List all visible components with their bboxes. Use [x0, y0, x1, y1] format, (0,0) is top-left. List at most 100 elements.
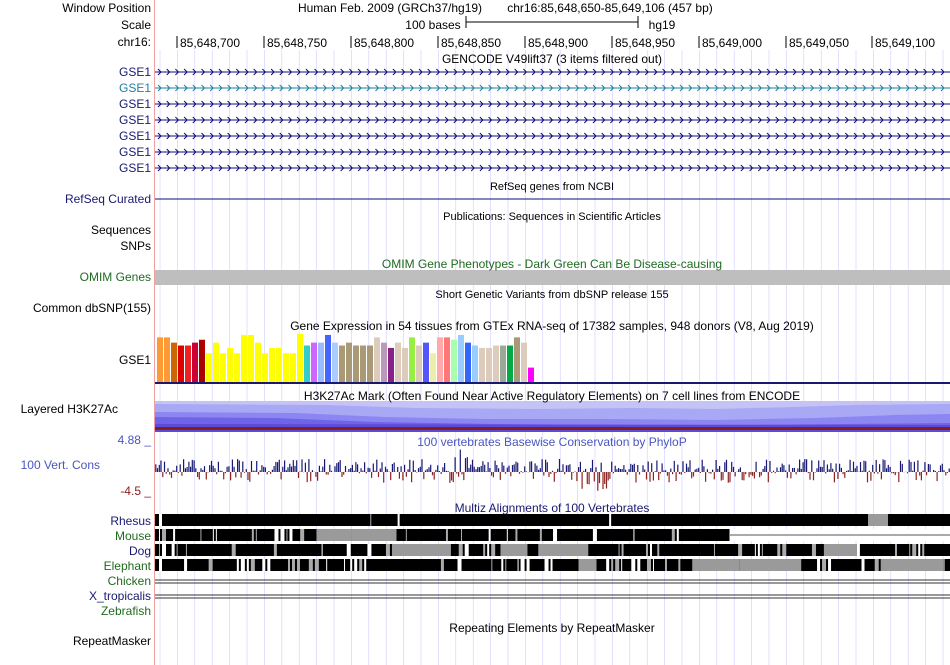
multiz-species-label[interactable]: X_tropicalis	[88, 589, 151, 603]
multiz-species-label[interactable]: Rhesus	[110, 514, 151, 528]
multiz-gap	[159, 559, 162, 571]
gtex-bar	[500, 345, 506, 382]
multiz-gap	[162, 544, 166, 556]
multiz-species-label[interactable]: Zebrafish	[100, 604, 151, 618]
strand-arrows	[157, 68, 945, 76]
gtex-bar	[458, 334, 464, 382]
gtex-bar	[297, 334, 303, 382]
multiz-gap	[346, 544, 351, 556]
gtex-bar	[213, 342, 219, 382]
gtex-bar	[199, 339, 205, 382]
phylop-track-label[interactable]: 100 Vert. Cons	[20, 458, 100, 472]
gencode-item-label[interactable]: GSE1	[118, 81, 151, 95]
publications-track-title: Publications: Sequences in Scientific Ar…	[443, 211, 661, 223]
publications-track-label[interactable]: Sequences	[90, 223, 151, 237]
multiz-species-label[interactable]: Elephant	[103, 559, 151, 573]
multiz-gap	[314, 559, 319, 571]
multiz-partial	[880, 559, 944, 571]
multiz-gap	[515, 529, 518, 541]
multiz-gap	[894, 544, 897, 556]
gencode-item-label[interactable]: GSE1	[118, 145, 151, 159]
multiz-alignment-row	[155, 514, 950, 526]
tracks-canvas[interactable]	[155, 0, 950, 665]
gtex-bar	[325, 334, 331, 382]
omim-gene-bar	[155, 270, 950, 285]
gtex-bar	[346, 342, 352, 382]
multiz-track-title: Multiz Alignments of 100 Vertebrates	[454, 501, 650, 515]
phylop-max-label: 4.88 _	[117, 433, 151, 447]
multiz-gap	[611, 559, 614, 571]
multiz-gap	[738, 544, 743, 556]
repeatmasker-track-title: Repeating Elements by RepeatMasker	[449, 621, 655, 635]
gtex-bar	[206, 353, 212, 382]
gtex-bar	[241, 334, 247, 382]
multiz-gap	[321, 544, 323, 556]
multiz-gap	[713, 544, 715, 556]
multiz-species-label[interactable]: Dog	[128, 544, 151, 558]
multiz-gap	[287, 559, 290, 571]
phylop-min-label: -4.5 _	[120, 484, 151, 498]
gencode-track-title: GENCODE V49lift37 (3 items filtered out)	[441, 52, 663, 66]
multiz-gap	[761, 544, 763, 556]
multiz-species-label[interactable]: Mouse	[114, 529, 151, 543]
multiz-gap	[501, 559, 504, 571]
ruler-tick-label: 85,649,100	[874, 36, 936, 50]
gencode-item-label[interactable]: GSE1	[118, 97, 151, 111]
h3k27ac-track-label[interactable]: Layered H3K27Ac	[20, 402, 118, 416]
ruler-tick-label: 85,648,900	[527, 36, 589, 50]
multiz-gap	[754, 544, 756, 556]
multiz-gap	[286, 529, 288, 541]
snps-track-label[interactable]: SNPs	[120, 239, 151, 253]
multiz-gap	[291, 559, 295, 571]
multiz-gap	[231, 544, 236, 556]
gtex-bar	[178, 345, 184, 382]
multiz-gap	[909, 544, 911, 556]
multiz-gap	[633, 529, 635, 541]
gtex-bar	[248, 334, 254, 382]
multiz-gap	[649, 544, 652, 556]
assembly-title: Human Feb. 2009 (GRCh37/hg19)	[297, 1, 483, 15]
scale-label: Scale	[120, 18, 151, 32]
gencode-item-label[interactable]: GSE1	[118, 65, 151, 79]
gtex-bar	[255, 342, 261, 382]
repeatmasker-track-label[interactable]: RepeatMasker	[72, 634, 151, 648]
gtex-bar	[521, 342, 527, 382]
gencode-transcript	[155, 68, 950, 76]
multiz-species-label[interactable]: Chicken	[107, 574, 151, 588]
multiz-partial	[500, 544, 528, 556]
gtex-bar	[269, 347, 275, 382]
gtex-bar	[416, 345, 422, 382]
multiz-gap	[918, 544, 921, 556]
multiz-gap	[505, 559, 507, 571]
strand-arrows	[157, 116, 945, 124]
refseq-track-label[interactable]: RefSeq Curated	[64, 192, 151, 206]
gtex-bar	[444, 337, 450, 382]
gencode-transcript	[155, 164, 950, 172]
gencode-transcript	[155, 84, 950, 92]
omim-track-label[interactable]: OMIM Genes	[79, 270, 151, 284]
multiz-gap	[517, 559, 519, 571]
multiz-gap	[364, 559, 367, 571]
h3k27ac-bottom	[155, 427, 950, 430]
track-image[interactable]: Human Feb. 2009 (GRCh37/hg19) chr16:85,6…	[155, 0, 950, 665]
gencode-item-label[interactable]: GSE1	[118, 161, 151, 175]
gencode-item-label[interactable]: GSE1	[118, 129, 151, 143]
ruler-tick-label: 85,648,850	[440, 36, 502, 50]
gencode-item-label[interactable]: GSE1	[118, 113, 151, 127]
multiz-gap	[943, 559, 945, 571]
db-label: hg19	[648, 18, 676, 32]
multiz-gap	[326, 559, 328, 571]
position-title: chr16:85,648,650-85,649,106 (457 bp)	[507, 1, 713, 15]
multiz-gap	[461, 529, 463, 541]
gtex-bar	[164, 337, 170, 382]
multiz-gap	[652, 559, 654, 571]
strand-arrows	[157, 132, 945, 140]
gtex-track-label[interactable]: GSE1	[118, 353, 151, 367]
multiz-gap	[646, 559, 651, 571]
multiz-gap	[592, 529, 597, 541]
dbsnp-track-label[interactable]: Common dbSNP(155)	[32, 301, 151, 315]
gtex-bar	[465, 342, 471, 382]
multiz-gap	[676, 529, 679, 541]
strand-arrows	[157, 84, 945, 92]
multiz-gap	[367, 544, 372, 556]
